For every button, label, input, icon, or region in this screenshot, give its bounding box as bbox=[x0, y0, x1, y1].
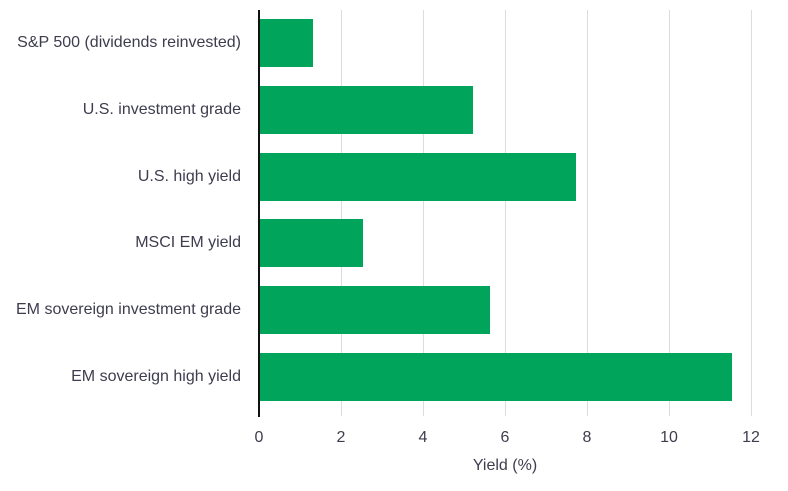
bar-row bbox=[260, 210, 766, 277]
gridline bbox=[587, 10, 588, 416]
label-row: EM sovereign high yield bbox=[0, 343, 241, 410]
bar-row bbox=[260, 77, 766, 144]
gridline bbox=[423, 10, 424, 416]
bar bbox=[260, 286, 490, 335]
category-label: U.S. high yield bbox=[137, 167, 241, 185]
plot-area bbox=[260, 10, 766, 416]
bar-row bbox=[260, 10, 766, 77]
label-row: EM sovereign investment grade bbox=[0, 277, 241, 344]
label-row: S&P 500 (dividends reinvested) bbox=[0, 10, 241, 77]
bar bbox=[260, 152, 576, 201]
gridline bbox=[751, 10, 752, 416]
x-tick-label: 4 bbox=[418, 429, 428, 446]
bar-row bbox=[260, 277, 766, 344]
label-row: MSCI EM yield bbox=[0, 210, 241, 277]
x-tick-label: 6 bbox=[500, 429, 510, 446]
category-label: EM sovereign high yield bbox=[71, 367, 241, 385]
category-label: EM sovereign investment grade bbox=[16, 301, 241, 319]
label-row: U.S. high yield bbox=[0, 143, 241, 210]
gridline bbox=[341, 10, 342, 416]
x-tick-label: 2 bbox=[336, 429, 346, 446]
gridline bbox=[505, 10, 506, 416]
category-label: S&P 500 (dividends reinvested) bbox=[17, 34, 241, 52]
bar bbox=[260, 19, 314, 68]
x-tick-label: 12 bbox=[742, 429, 760, 446]
x-tick-label: 0 bbox=[254, 429, 264, 446]
bar bbox=[260, 86, 474, 134]
bar-row bbox=[260, 343, 766, 410]
label-row: U.S. investment grade bbox=[0, 77, 241, 144]
y-axis-line bbox=[258, 10, 260, 417]
bar-rows bbox=[260, 10, 766, 410]
x-axis-label: Yield (%) bbox=[472, 457, 538, 474]
gridline bbox=[669, 10, 670, 416]
x-tick-label: 10 bbox=[660, 429, 678, 446]
category-label: MSCI EM yield bbox=[135, 234, 241, 252]
bar bbox=[260, 219, 363, 268]
bar bbox=[260, 352, 732, 401]
x-tick-label: 8 bbox=[582, 429, 592, 446]
category-label: U.S. investment grade bbox=[82, 101, 241, 118]
bar-row bbox=[260, 143, 766, 210]
category-labels: S&P 500 (dividends reinvested) U.S. inves… bbox=[0, 10, 241, 410]
